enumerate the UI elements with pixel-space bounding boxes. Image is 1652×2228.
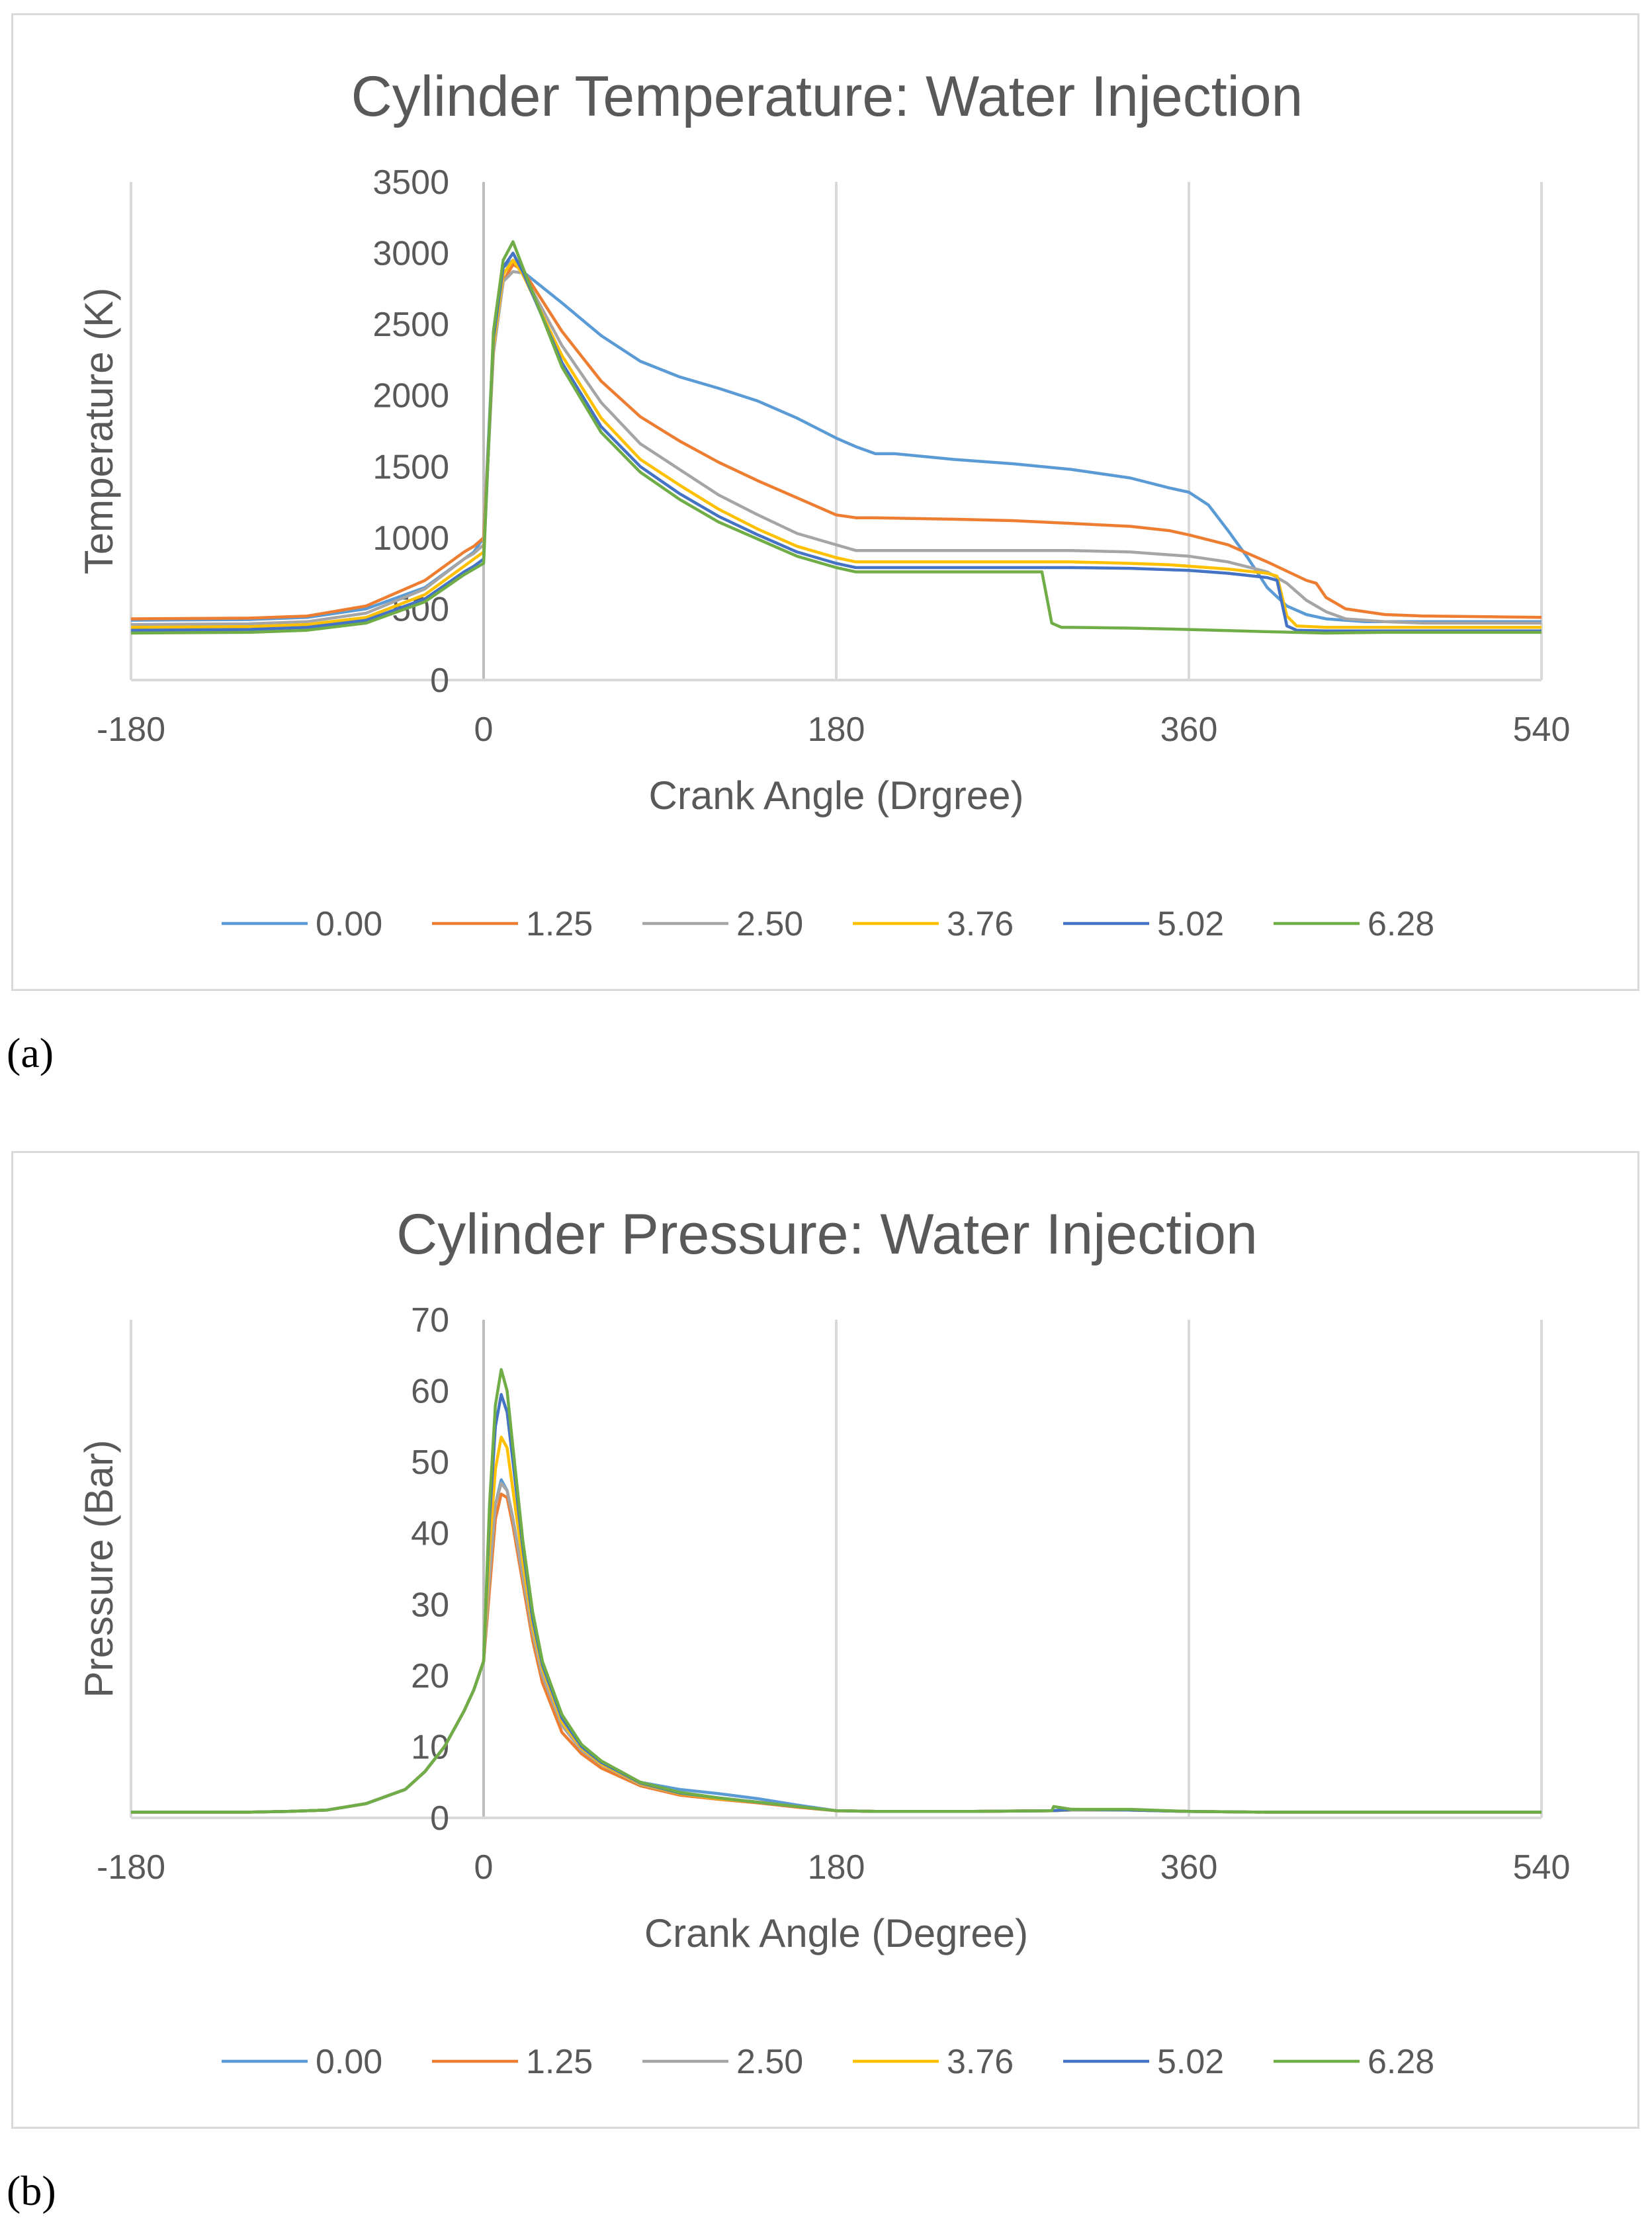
legend-label: 6.28 (1368, 2043, 1434, 2081)
series-line-5-02 (130, 251, 1542, 633)
caption-b: (b) (7, 2167, 56, 2214)
x-tick-label: 0 (474, 1848, 494, 1887)
legend-label: 6.28 (1368, 905, 1434, 943)
y-tick-label: 0 (430, 662, 449, 700)
x-tick-label: 360 (1160, 1848, 1218, 1887)
chart-title: Cylinder Pressure: Water Injection (396, 1203, 1258, 1266)
y-tick-label: 2500 (372, 306, 449, 344)
x-tick-label: 540 (1513, 710, 1571, 749)
temperature-chart-panel: Cylinder Temperature: Water Injection -18… (11, 13, 1639, 991)
legend-label: 2.50 (736, 905, 803, 943)
pressure-chart-panel: Cylinder Pressure: Water Injection -180 0 1… (11, 1151, 1639, 2129)
y-axis-title: Pressure (Bar) (77, 1439, 121, 1697)
legend-label: 0.00 (316, 905, 382, 943)
legend-label: 0.00 (316, 2043, 382, 2081)
x-tick-label: 180 (808, 1848, 865, 1887)
y-tick-label: 60 (411, 1373, 449, 1411)
y-tick-label: 70 (411, 1301, 449, 1340)
temperature-chart: Cylinder Temperature: Water Injection -18… (77, 65, 1571, 943)
y-tick-label: 50 (411, 1443, 449, 1482)
series-line-6-28 (131, 1368, 1542, 1814)
legend-label: 3.76 (947, 905, 1014, 943)
x-axis-title: Crank Angle (Drgree) (649, 773, 1024, 818)
caption-a: (a) (7, 1029, 54, 1076)
legend-label: 2.50 (736, 2043, 803, 2081)
x-tick-label: -180 (97, 710, 165, 749)
x-axis-title: Crank Angle (Degree) (644, 1911, 1028, 1955)
legend-label: 1.25 (526, 905, 593, 943)
x-tick-label: -180 (97, 1848, 165, 1887)
y-tick-label: 30 (411, 1586, 449, 1624)
series-line-1-25 (130, 263, 1542, 621)
y-tick-label: 0 (430, 1799, 449, 1838)
series-line-2-50 (130, 270, 1542, 626)
legend-label: 1.25 (526, 2043, 593, 2081)
series-line-6-28 (130, 240, 1542, 635)
legend-label: 5.02 (1157, 2043, 1224, 2081)
y-tick-label: 2000 (372, 377, 449, 415)
series-line-3-76 (130, 259, 1542, 629)
y-tick-label: 3000 (372, 235, 449, 273)
legend-label: 3.76 (947, 2043, 1014, 2081)
y-axis-title: Temperature (K) (77, 288, 121, 574)
y-tick-label: 1000 (372, 519, 449, 558)
y-tick-label: 40 (411, 1515, 449, 1553)
y-tick-label: 1500 (372, 448, 449, 486)
y-tick-label: 3500 (372, 163, 449, 202)
legend-label: 5.02 (1157, 905, 1224, 943)
pressure-chart: Cylinder Pressure: Water Injection -180 0 1… (77, 1203, 1571, 2081)
x-tick-label: 540 (1513, 1848, 1571, 1887)
x-tick-label: 180 (808, 710, 865, 749)
chart-title: Cylinder Temperature: Water Injection (351, 65, 1303, 128)
x-tick-label: 0 (474, 710, 494, 749)
x-tick-label: 360 (1160, 710, 1218, 749)
y-tick-label: 20 (411, 1657, 449, 1695)
